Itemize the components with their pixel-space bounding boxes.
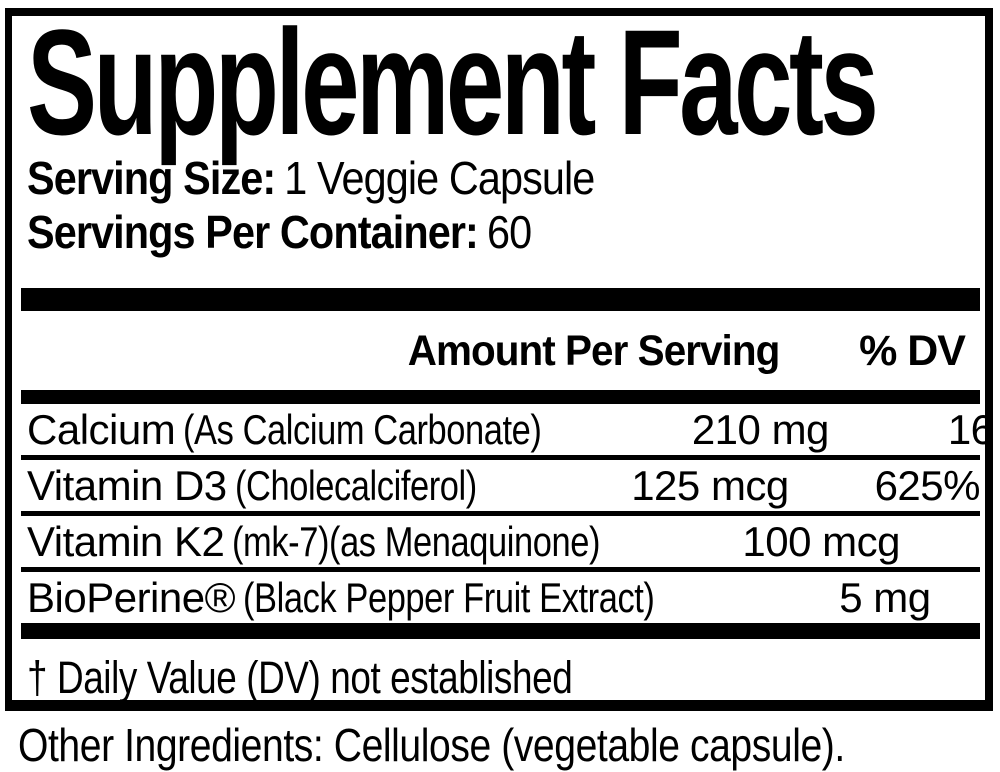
other-ingredients-line: Other Ingredients: Cellulose (vegetable … (18, 719, 845, 771)
ingredient-amount: 100 mcg (742, 517, 900, 565)
ingredient-dv: † (961, 518, 985, 566)
divider-bar-thick-top (21, 288, 980, 311)
serving-size-line: Serving Size: 1 Veggie Capsule (27, 152, 985, 204)
ingredient-detail: (Cholecalciferol) (234, 461, 477, 509)
ingredient-name: Vitamin K2 (27, 517, 225, 565)
servings-per-container-label: Servings Per Container: (27, 206, 479, 258)
ingredient-name: Vitamin D3 (27, 461, 227, 509)
servings-per-container-line: Servings Per Container: 60 (27, 206, 985, 258)
table-row: Vitamin D3 (Cholecalciferol) 125 mcg 625% (21, 460, 981, 511)
ingredient-dv: 16% (947, 405, 993, 453)
serving-size-value: 1 Veggie Capsule (284, 152, 595, 204)
table-row: Vitamin K2 (mk-7)(as Menaquinone) 100 mcg… (21, 516, 980, 567)
servings-per-container-value: 60 (486, 206, 532, 258)
ingredient-name-cell: Vitamin K2 (mk-7)(as Menaquinone) (27, 518, 681, 566)
row-separator (21, 455, 980, 460)
column-header-amount-per-serving: Amount Per Serving (407, 327, 780, 375)
ingredient-detail: (As Calcium Carbonate) (183, 405, 542, 453)
divider-bar-below-header (21, 390, 980, 404)
table-header-row: Amount Per Serving % DV (12, 311, 985, 390)
ingredient-amount: 5 mg (839, 573, 931, 621)
ingredient-name: Calcium (27, 405, 176, 453)
ingredient-name-cell: BioPerine® (Black Pepper Fruit Extract) (27, 574, 745, 622)
column-header-percent-dv: % DV (859, 327, 966, 375)
table-row: BioPerine® (Black Pepper Fruit Extract) 5… (21, 572, 980, 623)
row-separator (21, 567, 980, 572)
ingredient-name-cell: Vitamin D3 (Cholecalciferol) (27, 462, 570, 510)
row-separator (21, 511, 980, 516)
ingredient-dv: 625% (874, 461, 981, 509)
panel-title: Supplement Facts (27, 8, 879, 166)
daily-value-footnote: † Daily Value (DV) not established (27, 652, 573, 703)
ingredient-amount: 125 mcg (631, 461, 789, 509)
ingredient-name-cell: Calcium (As Calcium Carbonate) (27, 406, 620, 454)
serving-size-label: Serving Size: (27, 152, 276, 204)
ingredient-detail: (mk-7)(as Menaquinone) (232, 517, 601, 565)
ingredient-detail: (Black Pepper Fruit Extract) (243, 573, 655, 621)
divider-bar-above-footnote (21, 623, 980, 639)
table-row: Calcium(As Calcium Carbonate) 210 mg 16% (21, 404, 985, 455)
supplement-facts-panel: Supplement Facts Serving Size: 1 Veggie C… (5, 8, 993, 711)
ingredient-name: BioPerine® (27, 573, 236, 621)
ingredient-amount: 210 mg (691, 405, 830, 453)
